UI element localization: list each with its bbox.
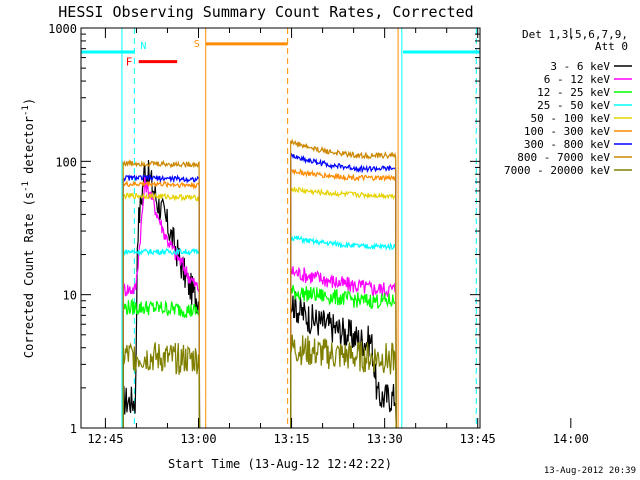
series-line (290, 264, 397, 429)
x-tick-label: 12:45 (87, 432, 123, 446)
legend-label: 7000 - 20000 keV (504, 164, 610, 177)
x-tick-label: 13:30 (367, 432, 403, 446)
series-line (122, 174, 201, 429)
legend-header-line1: Det 1,3,5,6,7,9, (522, 28, 628, 41)
series-line (122, 159, 201, 429)
x-axis-label: Start Time (13-Aug-12 12:42:22) (168, 457, 392, 471)
legend-label: 50 - 100 keV (531, 112, 611, 125)
legend-label: 800 - 7000 keV (517, 151, 610, 164)
y-label-part2: detector (22, 116, 36, 181)
y-tick-label: 1000 (48, 22, 77, 36)
legend-label: 12 - 25 keV (537, 86, 610, 99)
flare-flag-label: F (126, 56, 133, 69)
axis-ticks (81, 27, 572, 429)
series-line (290, 291, 397, 429)
x-tick-label: 13:00 (180, 432, 216, 446)
data-series-layer: FN S (81, 28, 480, 429)
series-line (290, 186, 397, 429)
x-tick-label: 13:15 (274, 432, 310, 446)
legend-label: 6 - 12 keV (544, 73, 611, 86)
series-line (290, 138, 397, 429)
series-line (122, 191, 201, 429)
series-line (290, 168, 397, 429)
y-tick-label: 1 (70, 422, 77, 436)
y-label-part3: ) (22, 98, 36, 105)
x-tick-label: 14:00 (553, 432, 589, 446)
legend-label: 100 - 300 keV (524, 125, 610, 138)
series-line (290, 234, 397, 429)
legend-label: 3 - 6 keV (550, 60, 610, 73)
y-label-sup2: -1 (21, 105, 31, 116)
y-axis-label: Corrected Count Rate (s-1 detector-1) (21, 98, 36, 358)
footer-timestamp: 13-Aug-2012 20:39 (544, 466, 636, 476)
series-line (290, 152, 397, 429)
x-tick-label: 13:45 (460, 432, 496, 446)
y-tick-label: 100 (55, 155, 77, 169)
y-tick-label: 10 (63, 289, 77, 303)
series-line (122, 175, 201, 429)
series-line (122, 297, 201, 429)
series-line (290, 284, 397, 429)
series-line (122, 179, 201, 429)
series-line (290, 334, 397, 429)
axis-tick-labels: 12:4513:0013:1513:3013:4514:0014:1511010… (48, 22, 589, 446)
y-label-sup1: -1 (21, 181, 31, 192)
chart-title: HESSI Observing Summary Count Rates, Cor… (58, 3, 473, 21)
y-label-part1: Corrected Count Rate (s (22, 192, 36, 358)
legend-label: 25 - 50 keV (537, 99, 610, 112)
legend-header-line2: Att 0 (595, 40, 628, 53)
legend-label: 300 - 800 keV (524, 138, 610, 151)
plot-frame (80, 27, 481, 429)
night-flag-label: N (140, 41, 146, 52)
saa-flag-label: S (194, 39, 200, 50)
series-line (122, 247, 201, 429)
series-line (122, 342, 201, 429)
